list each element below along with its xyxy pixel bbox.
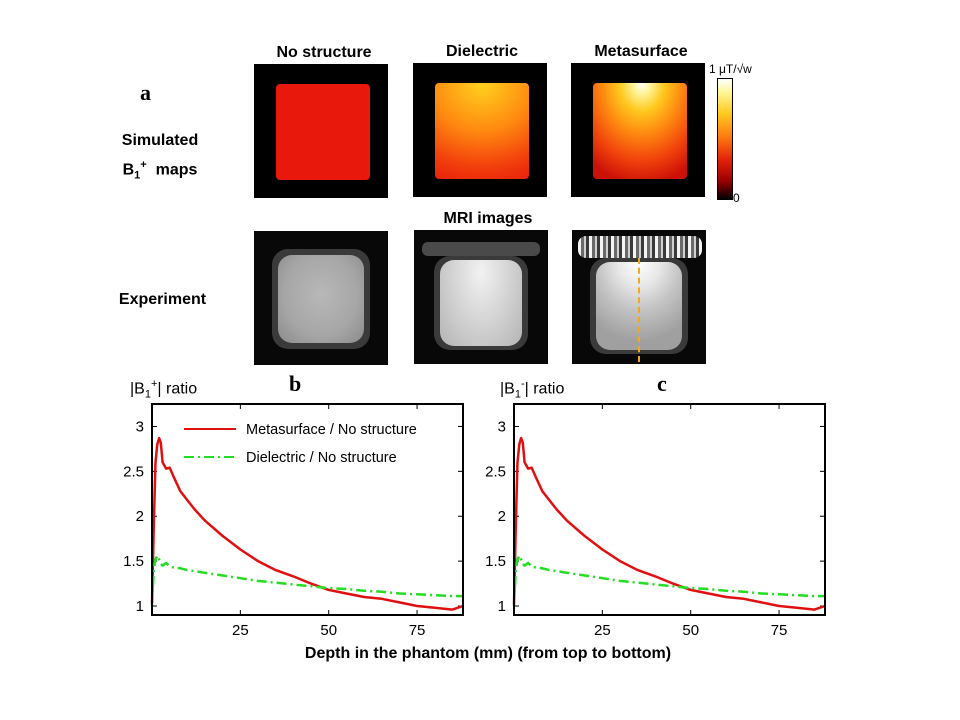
- x-tick-label: 75: [771, 622, 788, 639]
- row-label-simulated-line1: Simulated: [121, 132, 199, 149]
- ylabel-b-symbol: |B: [130, 380, 145, 398]
- panel-label-c: c: [657, 371, 667, 396]
- series-line: [512, 554, 825, 607]
- colorbar-min-label: 0: [733, 191, 740, 205]
- x-tick-label: 25: [232, 622, 249, 639]
- ylabel-b-suffix: | ratio: [157, 380, 198, 398]
- mri-image-metasurface: [572, 230, 706, 364]
- simulated-map-no-structure: [254, 64, 388, 198]
- y-tick-label: 2.5: [123, 463, 144, 480]
- dielectric-pad: [422, 242, 540, 256]
- phantom-signal: [440, 260, 522, 346]
- y-tick-label: 1: [136, 598, 144, 615]
- shared-x-axis-label: Depth in the phantom (mm) (from top to b…: [305, 645, 671, 662]
- x-tick-label: 75: [409, 622, 426, 639]
- chart-c-ylabel: |B1-| ratio: [500, 378, 564, 401]
- colorbar-max-label: 1 μT/√w: [709, 62, 752, 76]
- ylabel-c-superscript: -: [520, 378, 525, 390]
- plot-frame: [513, 403, 826, 616]
- x-tick-label: 50: [320, 622, 337, 639]
- chart-c: 1 1.5 2 2.5 3 25 50 75: [485, 403, 826, 639]
- chart-b-ylabel: |B1+| ratio: [130, 378, 197, 401]
- ylabel-c-subscript: 1: [514, 388, 521, 401]
- legend-label: Dielectric / No structure: [246, 450, 397, 466]
- y-tick-label: 1: [498, 598, 506, 615]
- field-region: [593, 83, 687, 179]
- row-label-simulated-line2: B1+ maps: [100, 153, 220, 189]
- ylabel-c-symbol: |B: [500, 380, 515, 398]
- series-line: [150, 436, 464, 611]
- simulated-map-metasurface: [571, 63, 705, 197]
- x-tick-label: 25: [594, 622, 611, 639]
- ylabel-b-superscript: +: [150, 378, 158, 390]
- b-symbol: B: [122, 161, 135, 179]
- panel-label-b: b: [289, 371, 302, 396]
- mri-image-dielectric: [414, 230, 548, 364]
- chart-b: 1 1.5 2 2.5 3 25 50 75 Metasurface / No structur…: [123, 403, 464, 639]
- field-region: [435, 83, 529, 179]
- x-tick-label: 50: [682, 622, 699, 639]
- ylabel-c-suffix: | ratio: [524, 380, 565, 398]
- b-superscript: +: [140, 159, 147, 171]
- plot-frame: [151, 403, 464, 616]
- y-tick-label: 3: [136, 418, 144, 435]
- colorbar: [717, 78, 733, 200]
- y-tick-label: 3: [498, 418, 506, 435]
- row-label-simulated: Simulated B1+ maps: [100, 128, 220, 189]
- y-tick-label: 2.5: [485, 463, 506, 480]
- profile-line: [638, 258, 640, 362]
- column-title-no-structure: No structure: [276, 44, 372, 61]
- y-tick-label: 1.5: [485, 553, 506, 570]
- phantom-signal: [278, 255, 364, 343]
- column-title-dielectric: Dielectric: [445, 43, 519, 60]
- legend-label: Metasurface / No structure: [246, 422, 417, 438]
- y-tick-label: 2: [136, 508, 144, 525]
- maps-word: maps: [146, 161, 198, 179]
- series-line: [150, 554, 463, 607]
- column-title-metasurface: Metasurface: [594, 43, 688, 60]
- y-tick-label: 1.5: [123, 553, 144, 570]
- mri-images-title: MRI images: [443, 210, 533, 227]
- mri-image-no-structure: [254, 231, 388, 365]
- row-label-experiment: Experiment: [118, 291, 207, 308]
- ylabel-b-subscript: 1: [144, 388, 151, 401]
- metasurface-artifact: [578, 236, 702, 258]
- b-subscript: 1: [134, 169, 141, 182]
- panel-label-a: a: [140, 80, 151, 105]
- series-line: [512, 436, 826, 611]
- y-tick-label: 2: [498, 508, 506, 525]
- field-region: [276, 84, 370, 180]
- simulated-map-dielectric: [413, 63, 547, 197]
